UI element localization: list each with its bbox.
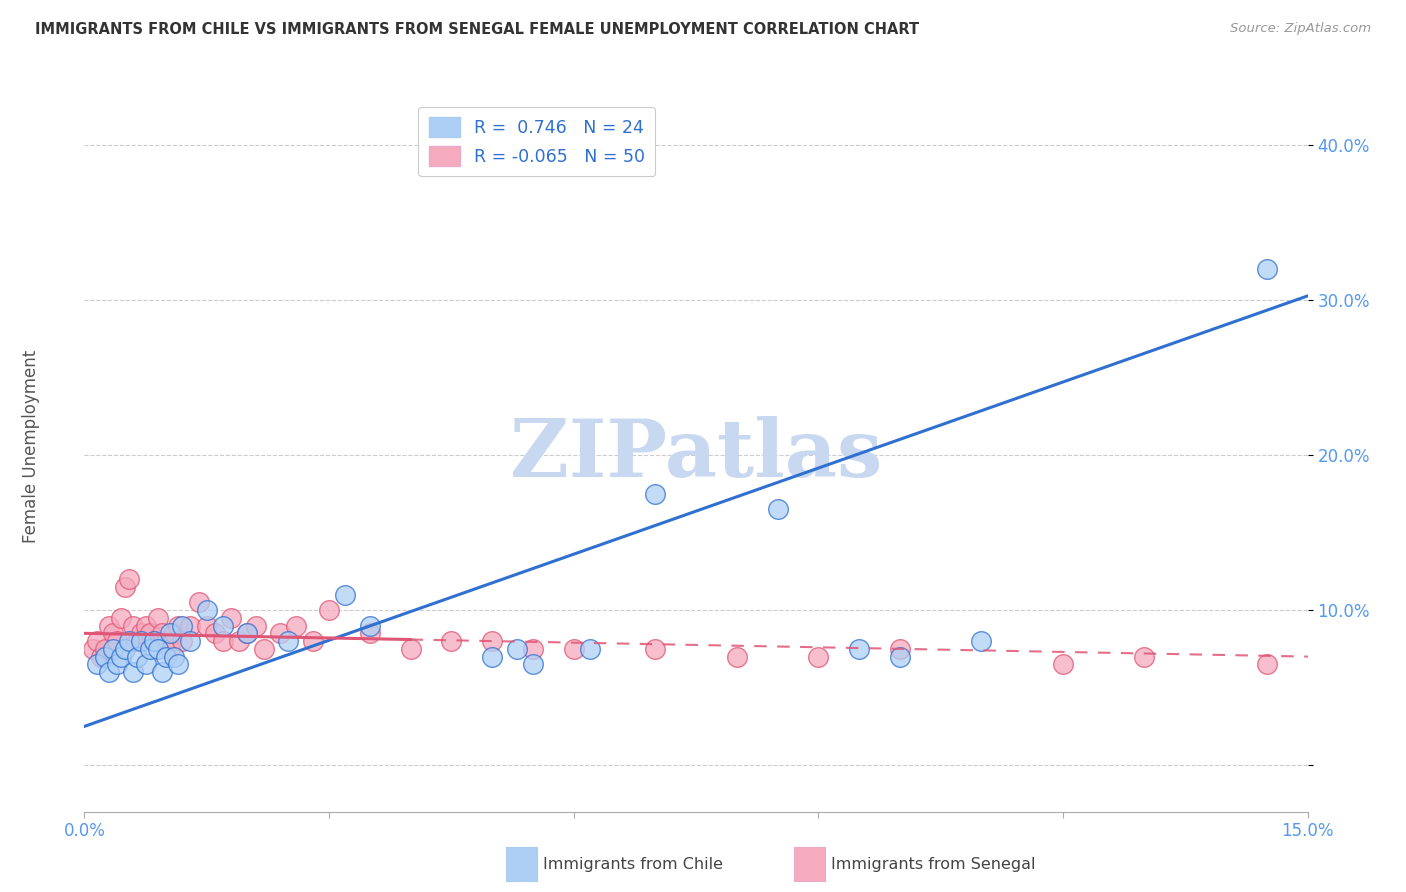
Point — [212, 634, 235, 648]
Point — [848, 641, 870, 656]
Point — [101, 641, 124, 656]
Text: Immigrants from Senegal: Immigrants from Senegal — [831, 857, 1035, 871]
Point — [766, 502, 789, 516]
Point — [1133, 649, 1156, 664]
Point — [131, 634, 153, 648]
Point — [399, 641, 422, 656]
Point — [127, 649, 149, 664]
Point — [146, 611, 169, 625]
Point — [440, 634, 463, 648]
Point — [359, 618, 381, 632]
Point — [159, 626, 181, 640]
Point — [725, 649, 748, 664]
Point — [131, 626, 153, 640]
Point — [101, 626, 124, 640]
Point — [253, 641, 276, 656]
Point — [114, 641, 136, 656]
Point — [579, 641, 602, 656]
Point — [269, 626, 291, 640]
Point — [142, 634, 165, 648]
Point — [1052, 657, 1074, 672]
Text: Source: ZipAtlas.com: Source: ZipAtlas.com — [1230, 22, 1371, 36]
Point — [195, 618, 218, 632]
Point — [135, 618, 157, 632]
Point — [522, 657, 544, 672]
Point — [204, 626, 226, 640]
Point — [159, 641, 181, 656]
Point — [122, 665, 145, 679]
Point — [97, 618, 120, 632]
Point — [155, 649, 177, 664]
Point — [86, 657, 108, 672]
Point — [970, 634, 993, 648]
Point — [219, 611, 242, 625]
Point — [236, 626, 259, 640]
Point — [644, 641, 666, 656]
Point — [105, 657, 128, 672]
Text: IMMIGRANTS FROM CHILE VS IMMIGRANTS FROM SENEGAL FEMALE UNEMPLOYMENT CORRELATION: IMMIGRANTS FROM CHILE VS IMMIGRANTS FROM… — [35, 22, 920, 37]
Point — [110, 649, 132, 664]
Point — [889, 641, 911, 656]
Point — [301, 634, 323, 648]
Point — [1256, 657, 1278, 672]
Point — [118, 634, 141, 648]
Text: Female Unemployment: Female Unemployment — [22, 350, 39, 542]
Point — [150, 665, 173, 679]
Point — [146, 641, 169, 656]
Point — [179, 618, 201, 632]
Point — [163, 626, 186, 640]
Point — [562, 641, 585, 656]
Point — [122, 618, 145, 632]
Point — [236, 626, 259, 640]
Point — [359, 626, 381, 640]
Point — [150, 626, 173, 640]
Point — [172, 618, 194, 632]
Point — [90, 649, 112, 664]
Point — [93, 649, 115, 664]
Point — [889, 649, 911, 664]
Point — [167, 657, 190, 672]
Point — [138, 626, 160, 640]
Point — [644, 486, 666, 500]
Point — [277, 634, 299, 648]
Point — [285, 618, 308, 632]
Point — [172, 634, 194, 648]
Point — [127, 634, 149, 648]
Point — [187, 595, 209, 609]
Point — [318, 603, 340, 617]
Point — [212, 618, 235, 632]
Point — [228, 634, 250, 648]
Text: ZIPatlas: ZIPatlas — [510, 416, 882, 494]
Point — [135, 657, 157, 672]
Point — [110, 611, 132, 625]
Point — [245, 618, 267, 632]
Point — [807, 649, 830, 664]
Point — [481, 634, 503, 648]
Point — [114, 580, 136, 594]
Point — [82, 641, 104, 656]
Text: Immigrants from Chile: Immigrants from Chile — [543, 857, 723, 871]
Point — [179, 634, 201, 648]
Point — [93, 641, 115, 656]
Point — [97, 665, 120, 679]
Point — [481, 649, 503, 664]
Point — [86, 634, 108, 648]
Point — [138, 641, 160, 656]
Point — [505, 641, 527, 656]
Point — [195, 603, 218, 617]
Point — [167, 618, 190, 632]
Point — [1256, 261, 1278, 276]
Point — [105, 634, 128, 648]
Point — [335, 588, 357, 602]
Point — [118, 572, 141, 586]
Point — [163, 649, 186, 664]
Point — [155, 634, 177, 648]
Legend: R =  0.746   N = 24, R = -0.065   N = 50: R = 0.746 N = 24, R = -0.065 N = 50 — [419, 107, 655, 177]
Point — [142, 634, 165, 648]
Point — [522, 641, 544, 656]
